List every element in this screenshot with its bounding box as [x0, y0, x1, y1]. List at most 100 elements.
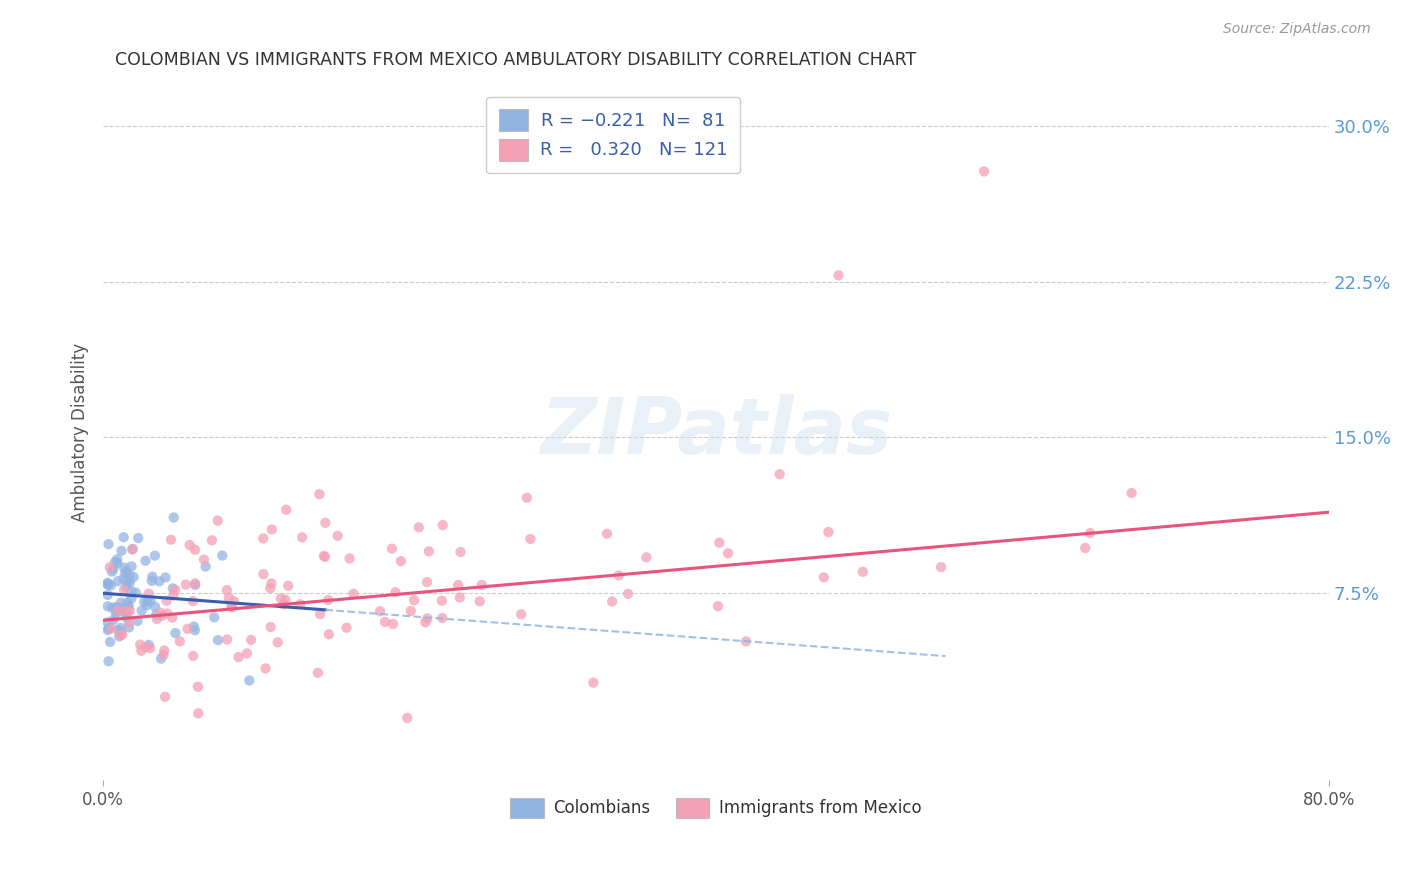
Point — [165, 626, 187, 640]
Point — [115, 611, 138, 625]
Point — [97, 588, 120, 602]
Point — [135, 640, 157, 655]
Point — [274, 592, 297, 607]
Point — [582, 675, 605, 690]
Point — [97, 621, 120, 635]
Point — [447, 578, 470, 592]
Point — [382, 617, 405, 632]
Point — [155, 594, 177, 608]
Point — [277, 579, 299, 593]
Point — [138, 638, 160, 652]
Point — [335, 621, 357, 635]
Point — [97, 599, 120, 614]
Point — [368, 604, 391, 618]
Point — [415, 615, 437, 630]
Point — [160, 533, 183, 547]
Point — [240, 632, 263, 647]
Point — [202, 610, 225, 624]
Point — [326, 529, 349, 543]
Point — [101, 562, 124, 576]
Point — [112, 582, 135, 597]
Point — [98, 635, 121, 649]
Point — [110, 628, 132, 642]
Point — [101, 565, 124, 579]
Point — [179, 538, 201, 552]
Point — [100, 622, 122, 636]
Point — [813, 570, 835, 584]
Point — [136, 594, 159, 608]
Point — [607, 568, 630, 582]
Point — [259, 620, 281, 634]
Point — [270, 591, 292, 606]
Point — [115, 608, 138, 623]
Point — [105, 552, 128, 566]
Point — [141, 574, 163, 588]
Point — [134, 554, 156, 568]
Point — [408, 520, 430, 534]
Point — [125, 585, 148, 599]
Point — [112, 530, 135, 544]
Point — [97, 654, 120, 668]
Point — [519, 532, 541, 546]
Point — [131, 644, 153, 658]
Point — [617, 587, 640, 601]
Point — [187, 706, 209, 721]
Point — [768, 467, 790, 482]
Point — [122, 570, 145, 584]
Point — [104, 555, 127, 569]
Point — [222, 594, 245, 608]
Point — [110, 596, 132, 610]
Point — [215, 583, 238, 598]
Point — [97, 615, 120, 630]
Point — [181, 648, 204, 663]
Point — [165, 582, 187, 597]
Point — [121, 591, 143, 606]
Point — [193, 552, 215, 566]
Point — [148, 574, 170, 589]
Point — [510, 607, 533, 622]
Point — [707, 599, 730, 614]
Point — [827, 268, 849, 283]
Point — [228, 650, 250, 665]
Point — [143, 549, 166, 563]
Point — [600, 594, 623, 608]
Point — [115, 564, 138, 578]
Point — [374, 615, 396, 629]
Point — [252, 532, 274, 546]
Point — [150, 651, 173, 665]
Y-axis label: Ambulatory Disability: Ambulatory Disability — [72, 343, 89, 522]
Point — [121, 542, 143, 557]
Point — [110, 621, 132, 635]
Point — [162, 589, 184, 603]
Point — [98, 560, 121, 574]
Point — [127, 614, 149, 628]
Point — [108, 629, 131, 643]
Point — [131, 603, 153, 617]
Point — [112, 572, 135, 586]
Point — [176, 622, 198, 636]
Point — [141, 569, 163, 583]
Point — [121, 584, 143, 599]
Point — [273, 598, 295, 612]
Point — [312, 549, 335, 563]
Point — [111, 627, 134, 641]
Point — [266, 635, 288, 649]
Point — [929, 560, 952, 574]
Point — [155, 570, 177, 584]
Point — [342, 587, 364, 601]
Point — [97, 575, 120, 590]
Point — [516, 491, 538, 505]
Point — [117, 599, 139, 614]
Point — [218, 591, 240, 605]
Point — [150, 608, 173, 623]
Point — [318, 627, 340, 641]
Point — [381, 541, 404, 556]
Point — [97, 537, 120, 551]
Text: ZIPatlas: ZIPatlas — [540, 394, 891, 470]
Point — [112, 604, 135, 618]
Point — [146, 612, 169, 626]
Point — [290, 597, 312, 611]
Text: COLOMBIAN VS IMMIGRANTS FROM MEXICO AMBULATORY DISABILITY CORRELATION CHART: COLOMBIAN VS IMMIGRANTS FROM MEXICO AMBU… — [115, 51, 917, 69]
Point — [450, 545, 472, 559]
Point — [260, 576, 283, 591]
